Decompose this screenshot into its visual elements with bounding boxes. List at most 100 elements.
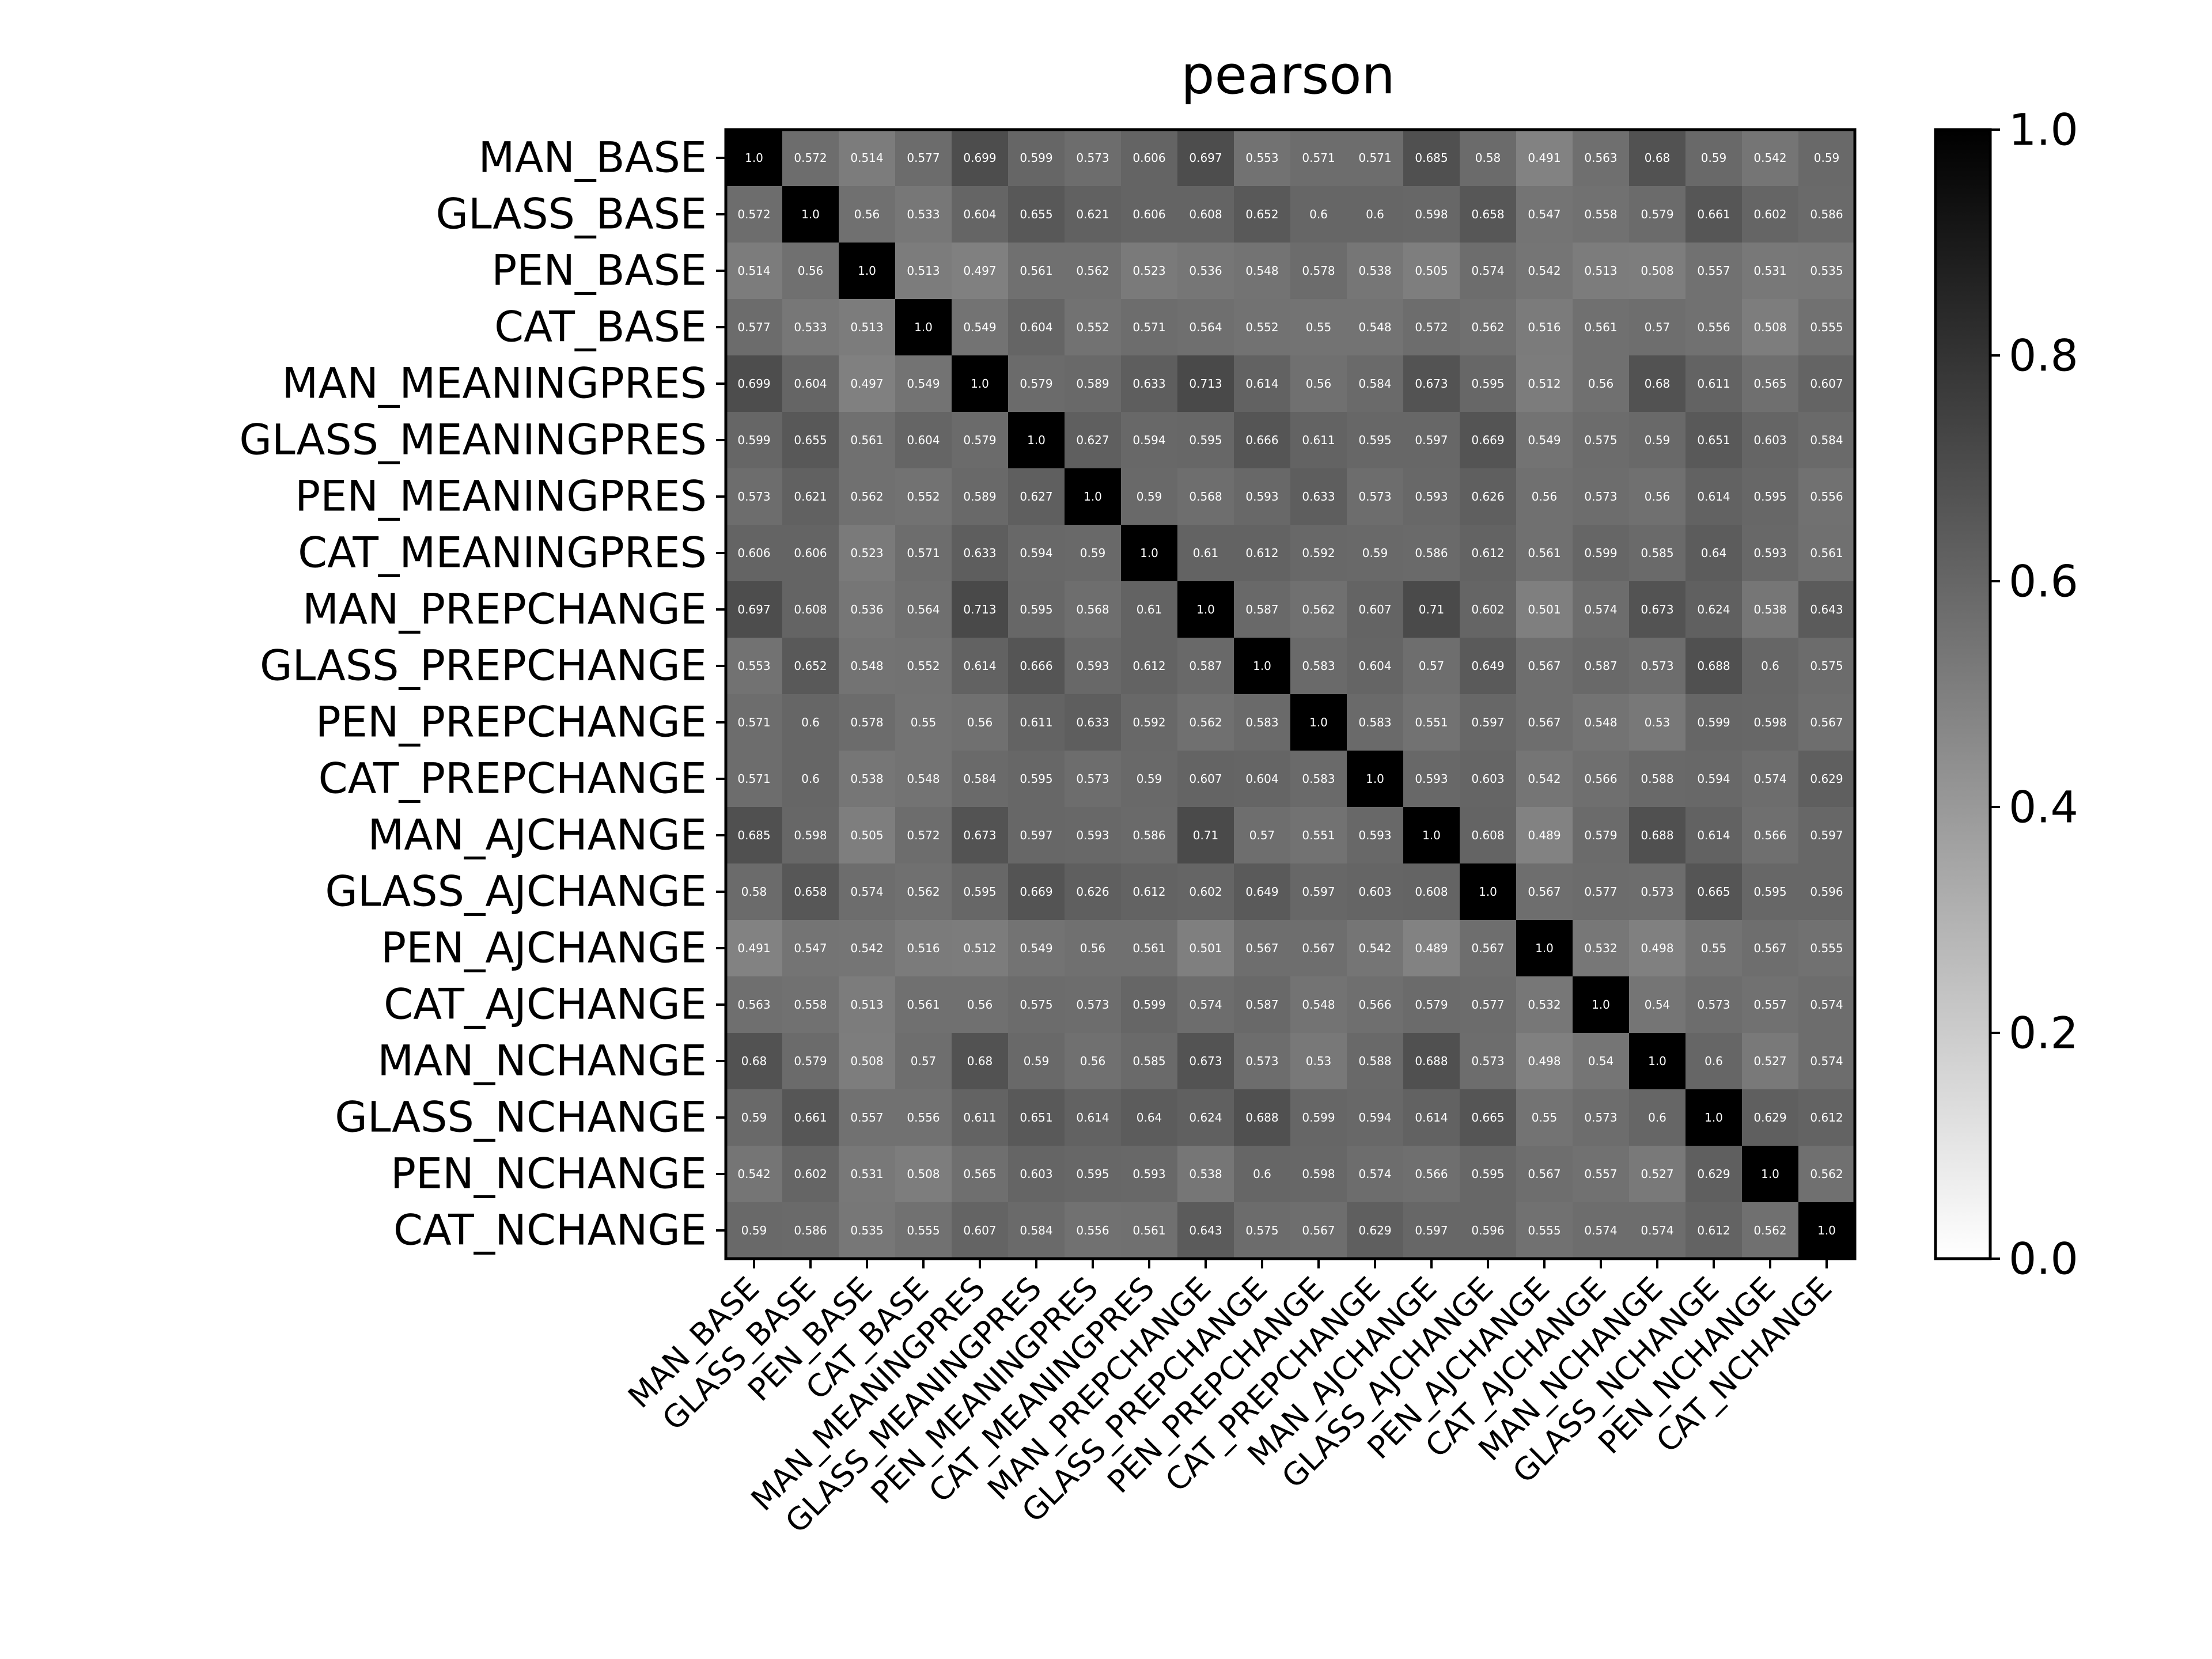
heatmap-cell [1573, 807, 1630, 864]
y-tick-label: GLASS_PREPCHANGE [260, 642, 707, 691]
heatmap-cell [1629, 920, 1686, 977]
cell-value-label: 0.512 [1528, 377, 1560, 391]
heatmap-cell [1798, 355, 1855, 412]
cell-value-label: 0.573 [1076, 772, 1109, 786]
cell-value-label: 0.627 [1020, 490, 1052, 503]
cell-value-label: 0.608 [1471, 828, 1504, 842]
heatmap-cell [1403, 638, 1460, 695]
cell-value-label: 0.614 [1076, 1111, 1109, 1124]
heatmap-cell [1065, 186, 1122, 243]
cell-value-label: 0.566 [1753, 828, 1786, 842]
heatmap-cell [726, 1146, 783, 1203]
heatmap-cell [1290, 130, 1347, 187]
cell-value-label: 0.57 [1249, 828, 1275, 842]
cell-value-label: 0.574 [1810, 998, 1843, 1012]
cell-value-label: 0.577 [1471, 998, 1504, 1012]
cell-value-label: 1.0 [801, 207, 820, 221]
cell-value-label: 0.633 [1132, 377, 1165, 391]
cell-value-label: 0.688 [1245, 1111, 1278, 1124]
heatmap-cell [1460, 412, 1517, 469]
cell-value-label: 0.513 [850, 998, 883, 1012]
y-tick-label: MAN_AJCHANGE [368, 811, 707, 860]
cell-value-label: 0.611 [1302, 433, 1335, 447]
heatmap-cell [1798, 807, 1855, 864]
cell-value-label: 0.55 [1532, 1111, 1558, 1124]
heatmap-cell [1290, 976, 1347, 1033]
heatmap-cell [952, 355, 1009, 412]
heatmap-cell [1516, 355, 1573, 412]
heatmap-cell [1008, 186, 1065, 243]
cell-value-label: 0.555 [1810, 320, 1843, 334]
cell-value-label: 0.6 [1366, 207, 1384, 221]
heatmap-cell [1065, 1146, 1122, 1203]
heatmap-cell [1403, 807, 1460, 864]
cell-value-label: 0.655 [1020, 207, 1052, 221]
heatmap-cell [1290, 863, 1347, 921]
cell-value-label: 0.572 [737, 207, 770, 221]
heatmap-cell [1798, 130, 1855, 187]
heatmap-cell [782, 243, 839, 300]
cell-value-label: 0.595 [1189, 433, 1222, 447]
heatmap-cell [1177, 920, 1234, 977]
heatmap-cell [1290, 1146, 1347, 1203]
heatmap-cell [1573, 525, 1630, 582]
heatmap-cell [1742, 186, 1799, 243]
heatmap-cell [782, 976, 839, 1033]
cell-value-label: 0.713 [963, 603, 996, 616]
heatmap-cell [1685, 1089, 1743, 1146]
y-tick-label: CAT_BASE [494, 303, 707, 352]
cell-value-label: 0.512 [963, 941, 996, 955]
cell-value-label: 0.612 [1132, 659, 1165, 673]
cell-value-label: 0.6 [1648, 1111, 1666, 1124]
heatmap-cell [952, 638, 1009, 695]
heatmap-cell [1008, 525, 1065, 582]
heatmap-cell [1008, 355, 1065, 412]
colorbar-tick-label: 0.4 [2009, 782, 2078, 833]
cell-value-label: 0.573 [1076, 998, 1109, 1012]
cell-value-label: 1.0 [1027, 433, 1046, 447]
heatmap-cell [726, 468, 783, 525]
cell-value-label: 0.673 [1189, 1054, 1222, 1068]
heatmap-cell [952, 468, 1009, 525]
heatmap-cell [1121, 694, 1178, 751]
cell-value-label: 0.61 [1137, 603, 1162, 616]
cell-value-label: 0.501 [1189, 941, 1222, 955]
heatmap-cell [1177, 1146, 1234, 1203]
cell-value-label: 0.562 [1810, 1167, 1843, 1181]
heatmap-cell [895, 976, 952, 1033]
cell-value-label: 0.614 [1415, 1111, 1448, 1124]
cell-value-label: 0.651 [1020, 1111, 1052, 1124]
heatmap-cell [1516, 638, 1573, 695]
heatmap-cell [895, 638, 952, 695]
cell-value-label: 0.666 [1020, 659, 1052, 673]
heatmap-cell [1685, 1033, 1743, 1090]
heatmap-cell [1742, 1089, 1799, 1146]
cell-value-label: 0.556 [1076, 1224, 1109, 1237]
heatmap-cell [1121, 1089, 1178, 1146]
heatmap-cell [1347, 1146, 1404, 1203]
cell-value-label: 0.562 [907, 885, 940, 899]
heatmap-cell-labels: 1.0 0.572 0.514 0.577 0.699 0.599 0.573 0.606 0.… [737, 151, 1843, 1237]
heatmap-cell [1685, 751, 1743, 808]
heatmap-cell [1008, 976, 1065, 1033]
cell-value-label: 0.602 [1471, 603, 1504, 616]
cell-value-label: 0.607 [1810, 377, 1843, 391]
cell-value-label: 0.604 [907, 433, 940, 447]
heatmap-cell [1065, 863, 1122, 921]
heatmap-cell [1685, 807, 1743, 864]
cell-value-label: 0.538 [1753, 603, 1786, 616]
cell-value-label: 0.68 [967, 1054, 993, 1068]
cell-value-label: 0.538 [1189, 1167, 1222, 1181]
heatmap-cell [895, 1033, 952, 1090]
cell-value-label: 0.573 [1471, 1054, 1504, 1068]
cell-value-label: 0.571 [737, 715, 770, 729]
heatmap-cell [1065, 468, 1122, 525]
heatmap-cell [1403, 1033, 1460, 1090]
cell-value-label: 0.573 [1584, 490, 1617, 503]
heatmap-cell [1685, 355, 1743, 412]
heatmap-cell [839, 525, 896, 582]
heatmap-cell [1121, 243, 1178, 300]
cell-value-label: 0.547 [794, 941, 827, 955]
heatmap-cell [1121, 863, 1178, 921]
cell-value-label: 0.579 [1020, 377, 1052, 391]
